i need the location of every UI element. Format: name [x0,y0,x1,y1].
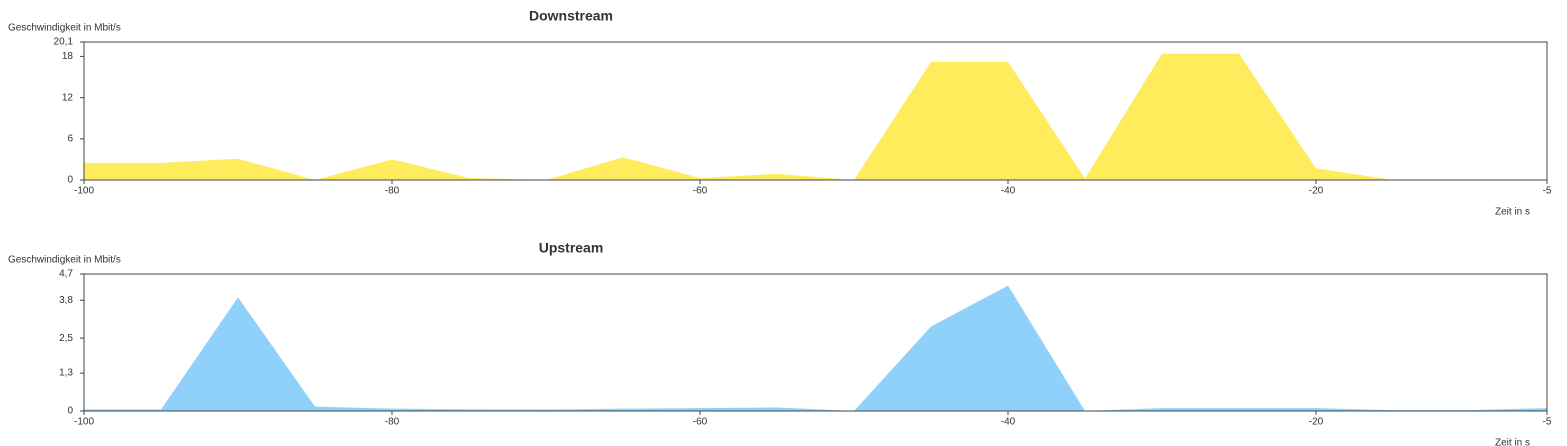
y-tick-label: 0 [67,406,73,417]
y-tick-label: 1,3 [59,368,73,379]
x-tick-label: -80 [385,417,400,428]
x-tick-label: -20 [1309,186,1324,197]
x-tick-label: -100 [74,186,94,197]
x-tick-label: -5 [1543,417,1552,428]
y-tick-label: 3,8 [59,295,73,306]
x-tick-label: -80 [385,186,400,197]
plot-frame [83,41,1548,181]
x-tick-label: -40 [1001,417,1016,428]
x-tick-label: -20 [1309,417,1324,428]
x-tick-label: -5 [1543,186,1552,197]
y-tick-label: 2,5 [59,333,73,344]
chart-title: Upstream [539,240,604,256]
area [84,285,1547,411]
x-tick-label: -40 [1001,186,1016,197]
plot-frame [83,273,1548,412]
y-axis-label: Geschwindigkeit in Mbit/s [8,255,121,266]
y-tick-label: 18 [62,51,74,62]
chart-title: Downstream [529,8,613,24]
x-tick-label: -60 [693,417,708,428]
x-tick-label: -100 [74,417,94,428]
x-axis-label: Zeit in s [1495,207,1530,218]
x-tick-label: -60 [693,186,708,197]
x-axis-label: Zeit in s [1495,438,1530,446]
area [84,53,1547,180]
y-tick-label: 20,1 [54,37,74,48]
y-tick-label: 6 [67,133,73,144]
y-tick-label: 12 [62,92,74,103]
y-tick-label: 4,7 [59,269,73,280]
y-axis-label: Geschwindigkeit in Mbit/s [8,23,121,34]
y-tick-label: 0 [67,175,73,186]
